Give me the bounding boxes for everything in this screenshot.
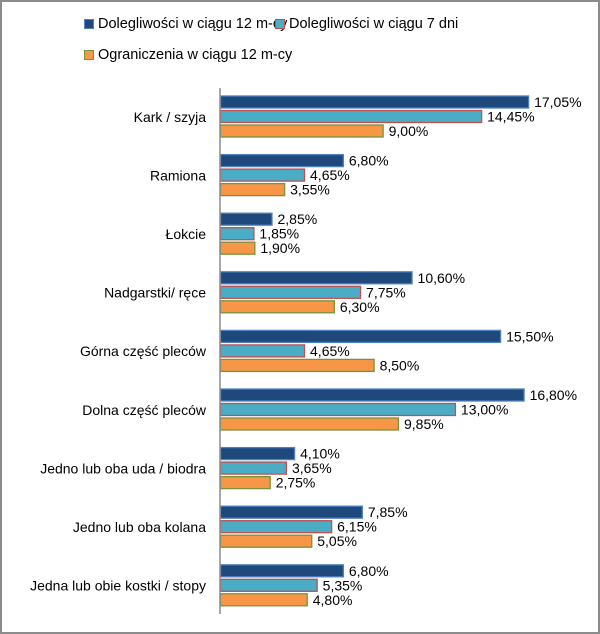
data-label: 1,85%	[259, 226, 299, 242]
data-label: 9,00%	[389, 123, 429, 139]
legend-item-series-1: Dolegliwości w ciągu 7 dni	[275, 16, 458, 32]
bar	[219, 505, 363, 519]
legend-item-series-0: Dolegliwości w ciągu 12 m-cy	[84, 16, 287, 32]
data-label: 2,75%	[276, 475, 316, 491]
bar	[219, 124, 384, 138]
data-label: 4,80%	[313, 592, 353, 608]
legend-label: Ograniczenia w ciągu 12 m-cy	[98, 47, 293, 63]
category-label: Jedno lub oba kolana	[73, 519, 206, 535]
data-label: 9,85%	[404, 416, 444, 432]
category-label: Górna część pleców	[80, 343, 207, 359]
data-label: 13,00%	[461, 402, 508, 418]
category-label: Jedno lub oba uda / biodra	[40, 460, 206, 476]
data-label: 4,65%	[310, 167, 350, 183]
bar	[219, 285, 362, 299]
category-label: Dolna część pleców	[82, 402, 207, 418]
category-label: Ramiona	[150, 167, 206, 183]
bar	[219, 358, 375, 373]
bar	[219, 417, 400, 431]
data-label: 10,60%	[418, 270, 465, 286]
bar	[219, 593, 308, 607]
data-label: 1,90%	[260, 240, 300, 256]
legend-label: Dolegliwości w ciągu 12 m-cy	[98, 16, 288, 32]
category-label: Kark / szyja	[134, 109, 207, 125]
bar	[219, 402, 457, 417]
legend-item-series-2: Ograniczenia w ciągu 12 m-cy	[84, 47, 292, 63]
data-label: 17,05%	[534, 94, 581, 110]
data-label: 8,50%	[380, 357, 420, 373]
data-label: 7,75%	[366, 284, 406, 300]
legend-swatch	[275, 19, 285, 29]
bar	[219, 344, 306, 358]
bar	[219, 578, 318, 592]
data-label: 2,85%	[277, 211, 317, 227]
data-label: 6,30%	[340, 299, 380, 315]
bar	[219, 153, 345, 168]
bar	[219, 475, 271, 490]
legend-swatch	[84, 50, 94, 60]
bar	[219, 446, 296, 461]
bar	[219, 388, 525, 402]
bar	[219, 241, 256, 255]
data-label: 7,85%	[368, 504, 408, 520]
bar	[219, 461, 288, 475]
data-label: 6,15%	[337, 519, 377, 535]
bar	[219, 182, 286, 197]
data-label: 15,50%	[506, 328, 553, 344]
bar	[219, 212, 273, 226]
category-label: Nadgarstki/ ręce	[104, 285, 206, 301]
data-label: 3,65%	[292, 460, 332, 476]
data-label: 3,55%	[290, 182, 330, 198]
category-label: Łokcie	[166, 226, 207, 242]
data-label: 4,65%	[310, 343, 350, 359]
data-label: 5,05%	[317, 533, 357, 549]
data-label: 6,80%	[349, 563, 389, 579]
bar	[219, 520, 333, 534]
bar	[219, 109, 483, 124]
data-label: 6,80%	[349, 153, 389, 169]
bar	[219, 300, 335, 314]
bar	[219, 168, 306, 182]
bar	[219, 534, 313, 548]
data-label: 14,45%	[487, 109, 534, 125]
bar	[219, 271, 413, 285]
bar	[219, 329, 502, 344]
category-label: Jedna lub obie kostki / stopy	[30, 578, 206, 594]
bar	[219, 95, 530, 109]
data-label: 16,80%	[530, 387, 577, 403]
legend-label: Dolegliwości w ciągu 7 dni	[289, 16, 459, 32]
data-label: 4,10%	[300, 446, 340, 462]
bar	[219, 564, 345, 578]
data-label: 5,35%	[323, 577, 363, 593]
legend-swatch	[84, 19, 94, 29]
bar	[219, 227, 255, 241]
